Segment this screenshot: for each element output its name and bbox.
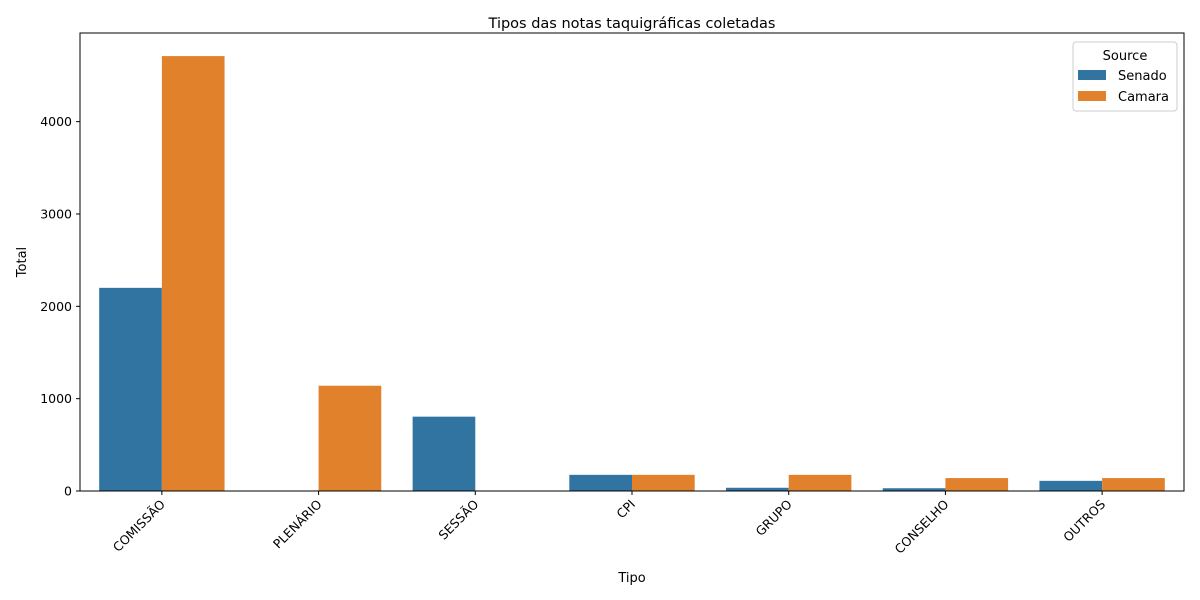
y-tick-label: 3000: [40, 206, 72, 221]
bar-senado-6: [1039, 480, 1103, 491]
chart-title: Tipos das notas taquigráficas coletadas: [488, 16, 776, 32]
legend-swatch-camara: [1078, 91, 1106, 101]
x-tick-label: CONSELHO: [891, 496, 951, 556]
x-tick-label: COMISSÃO: [110, 496, 168, 554]
x-tick-label: OUTROS: [1060, 496, 1108, 544]
x-tick-label: GRUPO: [752, 496, 794, 538]
bar-senado-0: [99, 287, 162, 491]
y-tick-label: 0: [64, 484, 72, 499]
y-tick-label: 1000: [40, 391, 72, 406]
bars-layer: [99, 56, 1165, 491]
bar-camara-3: [632, 474, 695, 491]
y-axis-label: Total: [15, 247, 30, 278]
bar-camara-5: [945, 478, 1009, 491]
legend-items: Senado Camara: [1078, 69, 1169, 105]
y-ticks: 0 1000 2000 3000 4000: [40, 114, 80, 499]
x-tick-label: PLENÁRIO: [270, 496, 325, 551]
bar-senado-2: [412, 416, 476, 491]
y-tick-label: 4000: [40, 114, 72, 129]
legend-swatch-senado: [1078, 70, 1106, 80]
x-ticks: COMISSÃO PLENÁRIO SESSÃO CPI GRUPO CONSELHO OU…: [110, 491, 1108, 557]
axes-frame: [79, 32, 1185, 492]
legend-label-camara: Camara: [1118, 90, 1169, 105]
x-tick-label: SESSÃO: [435, 496, 481, 542]
x-axis-label: Tipo: [617, 571, 645, 586]
bar-senado-3: [569, 474, 632, 491]
bar-camara-0: [161, 56, 225, 491]
y-tick-label: 2000: [40, 299, 72, 314]
legend-label-senado: Senado: [1118, 69, 1167, 84]
bar-camara-4: [788, 474, 852, 491]
bar-senado-5: [882, 488, 946, 491]
bar-camara-6: [1102, 478, 1165, 491]
bar-senado-4: [726, 487, 789, 491]
legend: Source Senado Camara: [1072, 41, 1178, 112]
x-tick-label: CPI: [613, 497, 638, 522]
bar-camara-1: [318, 385, 382, 491]
legend-title: Source: [1103, 49, 1148, 64]
